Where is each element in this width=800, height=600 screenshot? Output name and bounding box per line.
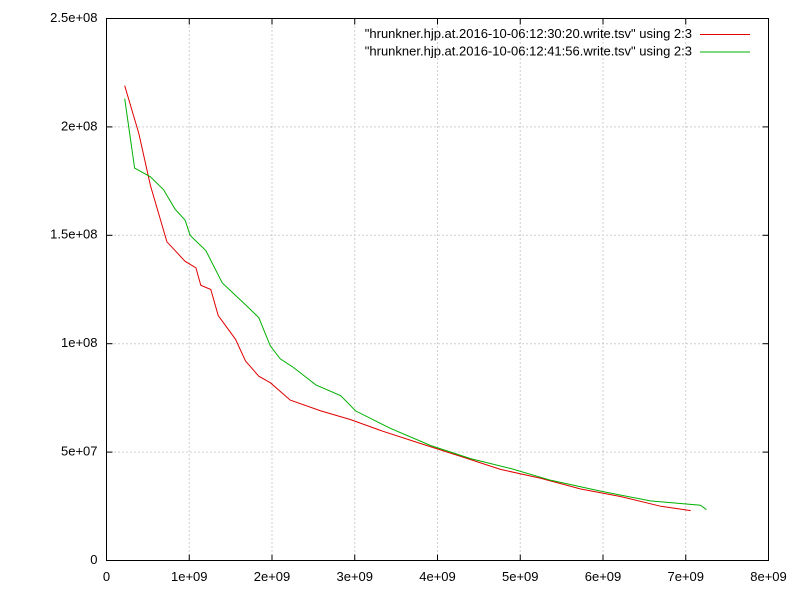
x-tick-label: 8e+09 <box>750 569 787 584</box>
x-tick-label: 4e+09 <box>419 569 456 584</box>
y-tick-label: 2e+08 <box>61 118 98 133</box>
x-tick-label: 3e+09 <box>336 569 373 584</box>
y-tick-label: 1.5e+08 <box>50 227 97 242</box>
y-tick-label: 0 <box>90 552 97 567</box>
x-tick-label: 7e+09 <box>667 569 704 584</box>
series-line <box>124 85 691 512</box>
x-tick-label: 5e+09 <box>502 569 539 584</box>
x-tick-label: 1e+09 <box>171 569 208 584</box>
series-line <box>124 98 707 510</box>
x-tick-label: 0 <box>103 569 110 584</box>
x-tick-label: 2e+09 <box>254 569 291 584</box>
y-tick-label: 5e+07 <box>61 444 98 459</box>
legend-label: "hrunkner.hjp.at.2016-10-06:12:41:56.wri… <box>365 43 692 58</box>
y-tick-label: 2.5e+08 <box>50 10 97 25</box>
legend-label: "hrunkner.hjp.at.2016-10-06:12:30:20.wri… <box>365 26 692 41</box>
y-tick-label: 1e+08 <box>61 335 98 350</box>
x-tick-label: 6e+09 <box>585 569 622 584</box>
